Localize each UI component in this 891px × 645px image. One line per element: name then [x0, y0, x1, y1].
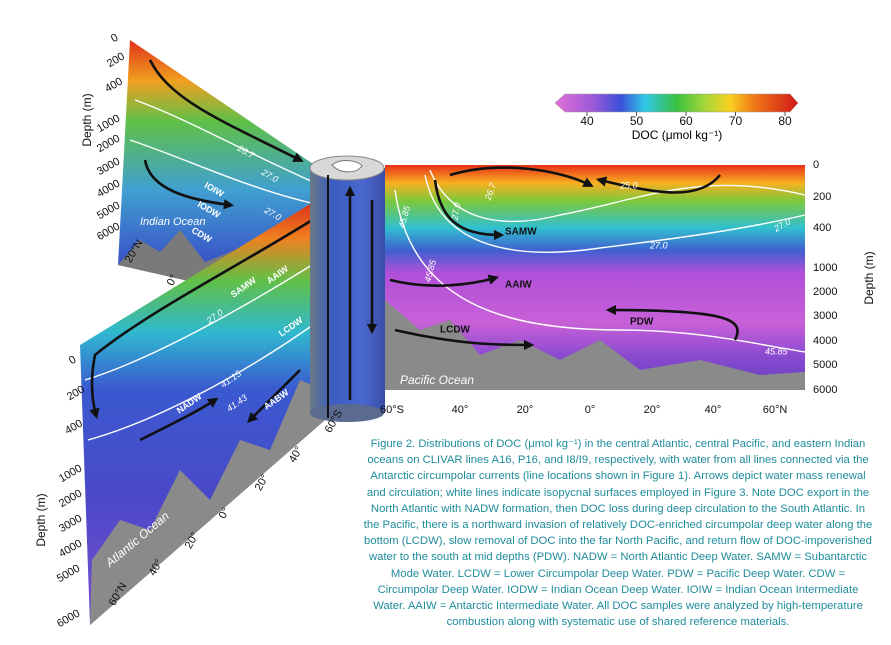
depth-axis-label: Depth (m)	[34, 493, 48, 546]
depth-tick-label: 3000	[57, 512, 84, 535]
depth-tick-label: 4000	[57, 537, 84, 560]
caption: Figure 2. Distributions of DOC (μmol kg⁻…	[363, 438, 873, 629]
depth-tick-label: 0	[67, 354, 78, 367]
water-mass-label: PDW	[630, 317, 654, 328]
depth-tick-label: 2000	[57, 487, 84, 510]
latitude-tick-label: 0°	[217, 506, 233, 521]
depth-tick-label: 400	[103, 76, 125, 96]
depth-tick-label: 4000	[813, 335, 837, 347]
depth-tick-label: 400	[813, 222, 831, 234]
circulation-arrow	[389, 274, 500, 287]
isopycnal-line	[429, 169, 806, 223]
latitude-tick-label: 0°	[585, 404, 596, 416]
depth-axis-label: Depth (m)	[862, 251, 876, 304]
water-mass-label: LCDW	[440, 325, 471, 336]
antarctica-icon	[331, 160, 363, 173]
depth-tick-label: 5000	[55, 562, 82, 585]
depth-tick-label: 4000	[95, 177, 122, 200]
colorbar-tick-label: 40	[580, 114, 594, 128]
colorbar-tick-label: 80	[778, 114, 792, 128]
colorbar-tick-label: 70	[729, 114, 743, 128]
depth-tick-label: 400	[63, 418, 85, 438]
latitude-tick-label: 60°S	[380, 404, 404, 416]
isopycnal-label: 45.85	[765, 346, 789, 356]
depth-tick-label: 2000	[813, 286, 837, 298]
circulation-arrow	[89, 213, 321, 420]
depth-axis-label: Depth (m)	[80, 93, 94, 146]
depth-tick-label: 5000	[95, 199, 122, 222]
ocean-label: Pacific Ocean	[400, 373, 474, 387]
depth-tick-label: 6000	[813, 384, 837, 396]
isopycnal-line	[84, 259, 321, 381]
depth-tick-label: 2000	[95, 132, 122, 155]
depth-tick-label: 1000	[57, 462, 84, 485]
latitude-tick-label: 40°	[705, 404, 722, 416]
isopycnal-label: 27.0	[449, 202, 462, 222]
depth-tick-label: 1000	[95, 112, 122, 135]
depth-tick-label: 6000	[95, 220, 122, 243]
atlantic-section	[80, 195, 325, 625]
ocean-label: Indian Ocean	[140, 216, 205, 228]
atlantic-seafloor	[90, 380, 325, 625]
depth-tick-label: 0	[109, 32, 120, 45]
isopycnal-label: 27.0	[649, 240, 668, 250]
latitude-tick-label: 40°	[452, 404, 469, 416]
circulation-arrow	[148, 59, 304, 162]
pacific-section	[385, 165, 805, 390]
antarctic-cylinder	[310, 168, 385, 413]
latitude-tick-label: 60°N	[763, 404, 788, 416]
pacific-seafloor	[385, 300, 805, 390]
isopycnal-line	[394, 189, 806, 353]
isopycnal-line	[87, 319, 321, 441]
depth-tick-label: 5000	[813, 359, 837, 371]
colorbar-tick-label: 50	[630, 114, 644, 128]
depth-tick-label: 3000	[813, 310, 837, 322]
latitude-tick-label: 20°	[644, 404, 661, 416]
circulation-arrow	[605, 304, 739, 341]
colorbar-label: DOC (μmol kg⁻¹)	[632, 128, 723, 142]
isopycnal-line	[424, 174, 806, 253]
depth-tick-label: 0	[813, 159, 819, 171]
latitude-tick-label: 0°	[165, 273, 181, 288]
depth-tick-label: 3000	[95, 155, 122, 178]
depth-tick-label: 6000	[55, 607, 82, 630]
isopycnal-line	[134, 99, 321, 186]
circulation-arrow	[394, 328, 535, 351]
circulation-arrow	[247, 369, 301, 423]
colorbar-tick-label: 60	[679, 114, 693, 128]
circulation-arrow	[449, 166, 594, 187]
circulation-arrow	[143, 159, 235, 210]
depth-tick-label: 200	[813, 191, 831, 203]
circulation-arrow	[595, 174, 722, 194]
circulation-arrow	[433, 179, 505, 241]
latitude-tick-label: 20°	[517, 404, 534, 416]
isopycnal-label: 25.0	[619, 180, 638, 190]
depth-tick-label: 1000	[813, 262, 837, 274]
depth-tick-label: 200	[105, 51, 127, 71]
water-mass-label: SAMW	[505, 227, 537, 238]
colorbar	[554, 93, 799, 113]
cylinder-base	[310, 404, 384, 422]
water-mass-label: AAIW	[505, 280, 532, 291]
isopycnal-line	[129, 139, 321, 206]
circulation-arrow	[139, 397, 219, 442]
